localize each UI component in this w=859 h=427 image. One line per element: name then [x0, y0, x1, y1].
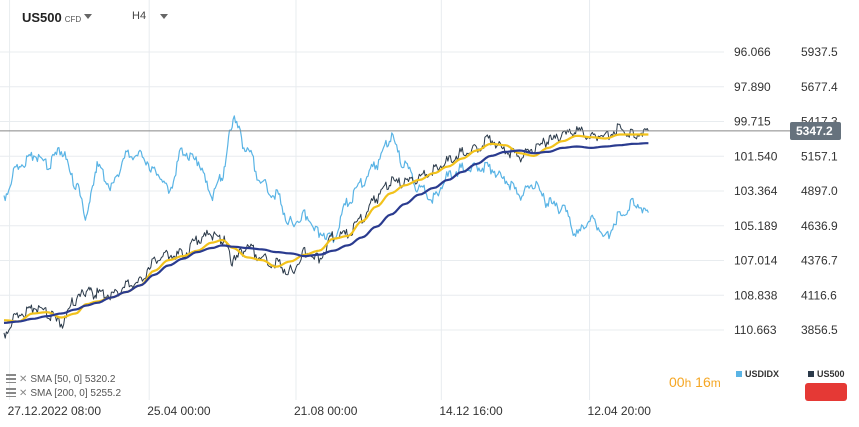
us500-tick-label: 4116.6 [801, 288, 837, 302]
usdidx-tick-label: 96.066 [734, 45, 771, 59]
usdidx-tick-label: 103.364 [734, 184, 778, 198]
legend-usdidx-swatch [736, 371, 742, 377]
symbol-dropdown-icon[interactable] [84, 14, 92, 19]
usdidx-tick-label: 108.838 [734, 288, 778, 302]
timeframe-selector[interactable]: H4 [132, 10, 146, 22]
us500-tick-label: 4897.0 [801, 184, 838, 198]
us500-tick-label: 4376.7 [801, 254, 838, 268]
sma50-line [3, 133, 649, 323]
symbol-selector[interactable]: US500 CFD [22, 10, 81, 25]
sma200-line [3, 142, 649, 324]
x-tick-label: 27.12.2022 08:00 [8, 404, 102, 418]
timer-hours-unit: h [684, 376, 692, 390]
axis-labels: 96.0665937.597.8905677.499.7155417.3101.… [8, 45, 838, 418]
indicator-settings-icon[interactable] [6, 388, 16, 397]
current-price-tag: 5347.2 [790, 121, 841, 140]
us500-color-badge[interactable] [805, 383, 847, 401]
us500-tick-label: 4636.9 [801, 219, 838, 233]
legend-usdidx[interactable]: USDIDX [736, 369, 779, 379]
timer-minutes: 16 [695, 374, 711, 390]
symbol-name: US500 [22, 10, 62, 25]
usdidx-tick-label: 99.715 [734, 115, 771, 129]
grid [0, 0, 724, 400]
indicator-remove-icon[interactable]: ✕ [19, 374, 28, 385]
indicator-remove-icon[interactable]: ✕ [19, 388, 28, 399]
timeframe-label: H4 [132, 10, 147, 22]
x-tick-label: 21.08 00:00 [294, 404, 358, 418]
usdidx-tick-label: 105.189 [734, 219, 778, 233]
timeframe-dropdown-icon[interactable] [160, 14, 168, 19]
indicator-sma200[interactable]: ✕ SMA [200, 0] 5255.2 [6, 388, 121, 399]
indicator-sma200-label: SMA [200, 0] 5255.2 [30, 388, 122, 399]
indicator-sma50-label: SMA [50, 0] 5320.2 [30, 374, 116, 385]
usdidx-tick-label: 101.540 [734, 149, 778, 163]
symbol-type: CFD [64, 15, 82, 24]
us500-tick-label: 5937.5 [801, 45, 838, 59]
indicator-settings-icon[interactable] [6, 374, 16, 383]
usdidx-tick-label: 107.014 [734, 254, 778, 268]
timer-hours: 00 [669, 374, 685, 390]
x-tick-label: 14.12 16:00 [439, 404, 503, 418]
legend-us500[interactable]: US500 [808, 369, 845, 379]
candle-countdown-timer: 00h 16m [669, 374, 721, 390]
us500-tick-label: 5157.1 [801, 149, 838, 163]
timer-minutes-unit: m [710, 376, 721, 390]
x-tick-label: 25.04 00:00 [147, 404, 211, 418]
legend-us500-label: US500 [817, 369, 845, 379]
indicator-sma50[interactable]: ✕ SMA [50, 0] 5320.2 [6, 374, 115, 385]
legend-usdidx-label: USDIDX [745, 369, 780, 379]
x-tick-label: 12.04 20:00 [588, 404, 652, 418]
usdidx-tick-label: 97.890 [734, 80, 771, 94]
usdidx-tick-label: 110.663 [734, 323, 777, 337]
us500-tick-label: 5677.4 [801, 80, 838, 94]
legend-us500-swatch [808, 371, 814, 377]
usdidx-line [3, 115, 649, 244]
series-layer [0, 115, 790, 339]
us500-tick-label: 3856.5 [801, 323, 838, 337]
